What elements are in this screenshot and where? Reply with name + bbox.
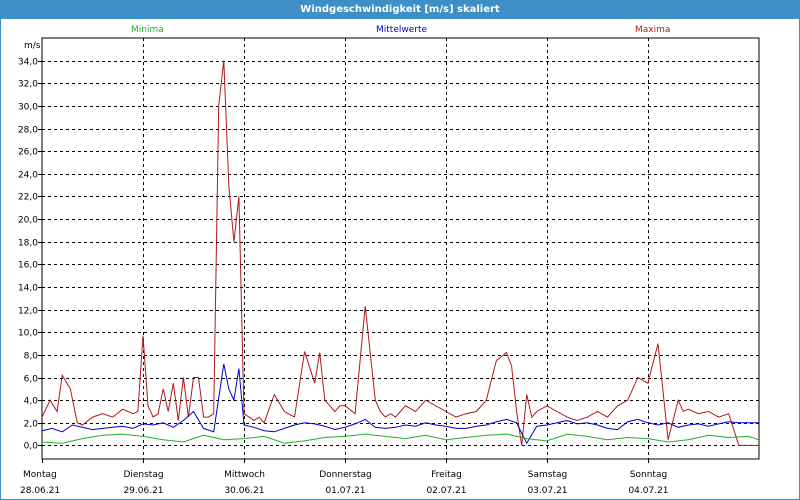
x-tick-date-label: 02.07.21: [426, 486, 466, 496]
legend-minima: Minima: [131, 25, 164, 35]
y-tick-label: 18,0: [18, 239, 38, 249]
x-tick-date-label: 01.07.21: [325, 486, 365, 496]
y-tick-label: 2,0: [24, 420, 39, 430]
y-tick-label: 14,0: [18, 284, 38, 294]
x-tick-date-label: 28.06.21: [20, 486, 60, 496]
y-tick-label: 4,0: [24, 397, 39, 407]
x-tick-day-label: Samstag: [528, 470, 567, 480]
title-bar: [1, 1, 799, 19]
y-tick-label: 0,0: [24, 442, 39, 452]
y-tick-label: 30,0: [18, 103, 38, 113]
y-tick-label: 12,0: [18, 307, 38, 317]
y-tick-label: 8,0: [24, 352, 39, 362]
x-tick-day-label: Montag: [23, 470, 57, 480]
x-tick-day-label: Donnerstag: [319, 470, 372, 480]
legend-maxima: Maxima: [635, 25, 671, 35]
y-tick-label: 20,0: [18, 216, 38, 226]
x-tick-date-label: 30.06.21: [224, 486, 264, 496]
plot-area: [41, 37, 760, 460]
x-tick-day-label: Freitag: [431, 470, 462, 480]
series-line-minima: [41, 433, 760, 444]
y-axis-unit: m/s: [24, 41, 41, 51]
y-tick-label: 10,0: [18, 329, 38, 339]
y-tick-label: 6,0: [24, 375, 39, 385]
y-tick-label: 24,0: [18, 171, 38, 181]
x-tick-day-label: Sonntag: [630, 470, 667, 480]
chart-title: Windgeschwindigkeit [m/s] skaliert: [300, 4, 500, 15]
y-tick-label: 22,0: [18, 193, 38, 203]
y-tick-label: 32,0: [18, 80, 38, 90]
y-tick-label: 26,0: [18, 148, 38, 158]
x-tick-date-label: 04.07.21: [628, 486, 668, 496]
y-tick-label: 28,0: [18, 126, 38, 136]
series-line-maxima: [41, 60, 759, 446]
x-tick-day-label: Mittwoch: [224, 470, 265, 480]
x-tick-day-label: Dienstag: [123, 470, 163, 480]
legend-mittelwerte: Mittelwerte: [376, 25, 428, 35]
y-tick-label: 34,0: [18, 58, 38, 68]
series-line-mittelwerte: [41, 363, 759, 445]
y-tick-label: 16,0: [18, 261, 38, 271]
x-tick-date-label: 03.07.21: [527, 486, 567, 496]
x-tick-date-label: 29.06.21: [123, 486, 163, 496]
